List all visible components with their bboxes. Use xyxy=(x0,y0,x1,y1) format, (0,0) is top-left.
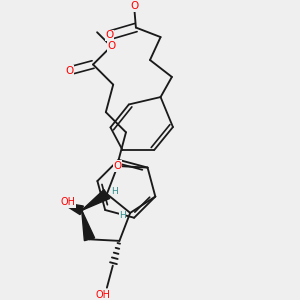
Text: OH: OH xyxy=(96,290,111,300)
Text: O: O xyxy=(107,41,115,51)
Polygon shape xyxy=(82,210,94,241)
Text: H: H xyxy=(119,211,126,220)
Text: O: O xyxy=(65,66,74,76)
Polygon shape xyxy=(82,190,110,210)
Text: O: O xyxy=(130,2,138,11)
Text: OH: OH xyxy=(61,197,76,207)
Text: O: O xyxy=(113,161,122,171)
Text: H: H xyxy=(111,187,118,196)
Polygon shape xyxy=(60,202,83,214)
Text: O: O xyxy=(105,30,114,40)
